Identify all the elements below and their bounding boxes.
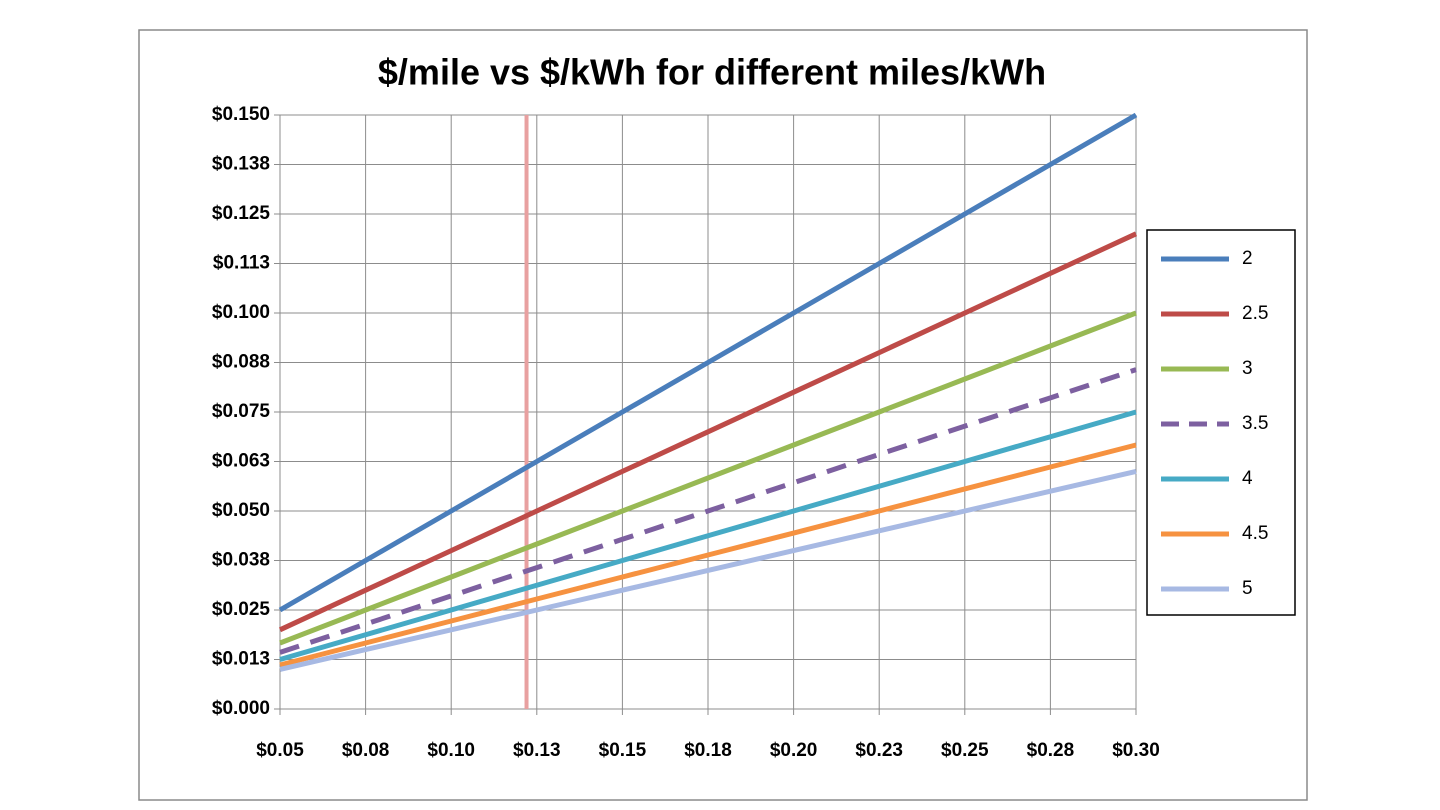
- y-tick-label: $0.050: [212, 500, 270, 521]
- y-tick-label: $0.113: [213, 253, 270, 274]
- y-tick-label: $0.075: [212, 401, 271, 422]
- legend-label: 5: [1242, 578, 1253, 599]
- y-tick-label: $0.063: [212, 451, 270, 472]
- legend-label: 2: [1242, 248, 1253, 269]
- series-line: [279, 367, 1137, 655]
- y-tick-label: $0.125: [212, 203, 271, 224]
- legend-label: 3: [1242, 358, 1253, 379]
- series-line: [279, 310, 1137, 646]
- y-tick-label: $0.000: [212, 698, 270, 719]
- series-line: [278, 231, 1138, 633]
- y-tick-label: $0.100: [212, 302, 270, 323]
- y-tick-label: $0.088: [212, 352, 270, 373]
- y-tick-label: $0.038: [212, 550, 270, 571]
- series-line: [279, 468, 1137, 672]
- chart-title: $/mile vs $/kWh for different miles/kWh: [378, 52, 1046, 93]
- x-tick-label: $0.30: [1112, 740, 1160, 761]
- x-tick-label: $0.13: [513, 740, 561, 761]
- y-tick-label: $0.138: [212, 154, 270, 175]
- x-tick-label: $0.20: [770, 740, 818, 761]
- series-line: [279, 409, 1137, 662]
- legend-label: 4: [1242, 468, 1253, 489]
- legend-label: 3.5: [1242, 413, 1268, 434]
- x-tick-label: $0.23: [855, 740, 903, 761]
- x-tick-label: $0.18: [684, 740, 732, 761]
- chart-border: [138, 29, 1308, 801]
- series-line: [279, 442, 1137, 668]
- y-tick-label: $0.150: [212, 104, 270, 125]
- legend-label: 2.5: [1242, 303, 1268, 324]
- y-tick-label: $0.025: [212, 599, 271, 620]
- x-tick-label: $0.25: [941, 740, 989, 761]
- x-tick-label: $0.08: [342, 740, 390, 761]
- x-tick-label: $0.10: [427, 740, 475, 761]
- legend-label: 4.5: [1242, 523, 1268, 544]
- y-tick-label: $0.013: [212, 649, 270, 670]
- series-line: [278, 112, 1138, 613]
- x-tick-label: $0.05: [256, 740, 304, 761]
- x-tick-label: $0.28: [1027, 740, 1075, 761]
- x-tick-label: $0.15: [599, 740, 647, 761]
